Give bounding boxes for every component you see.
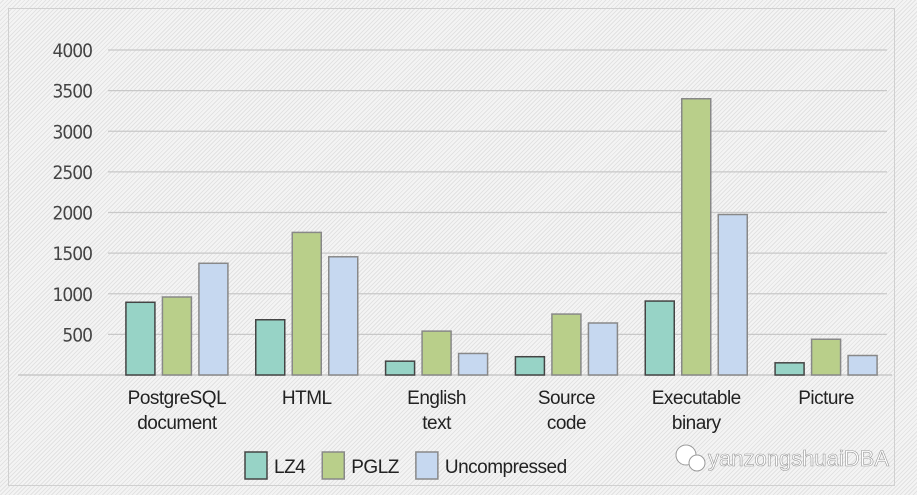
y-tick-label: 1000 xyxy=(53,284,93,306)
y-tick-label: 3000 xyxy=(53,121,93,143)
bar-uncompressed xyxy=(328,256,359,376)
x-tick-label: Picture xyxy=(798,388,854,409)
x-tick-label: document xyxy=(137,413,218,434)
legend-swatch-uncompressed xyxy=(415,451,439,480)
bar-pglz xyxy=(810,338,842,376)
wechat-icon-bubble xyxy=(688,454,706,472)
x-tick-label: binary xyxy=(672,413,722,434)
x-tick-label: HTML xyxy=(282,388,332,409)
legend-swatch-pglz xyxy=(321,451,345,480)
y-tick-label: 2500 xyxy=(53,162,93,184)
watermark-text: yanzongshuaiDBA xyxy=(708,446,889,471)
x-tick-label: Executable xyxy=(652,388,741,409)
bar-lz4 xyxy=(514,355,546,376)
legend-label: PGLZ xyxy=(351,457,400,478)
y-tick-label: 1500 xyxy=(53,243,93,265)
bar-pglz xyxy=(291,231,322,376)
bar-uncompressed xyxy=(587,322,619,376)
legend-swatch-lz4 xyxy=(244,451,268,480)
bar-lz4 xyxy=(774,362,805,376)
bar-pglz xyxy=(421,330,452,376)
y-tick-label: 2000 xyxy=(53,203,93,225)
bar-pglz xyxy=(681,98,712,376)
x-tick-label: code xyxy=(547,413,586,434)
y-tick-label: 4000 xyxy=(53,40,93,62)
x-tick-label: English xyxy=(407,388,466,409)
bar-pglz xyxy=(161,296,193,376)
bar-lz4 xyxy=(255,319,286,376)
legend-label: Uncompressed xyxy=(445,457,567,478)
legend-label: LZ4 xyxy=(274,457,306,478)
bar-uncompressed xyxy=(457,352,489,376)
x-tick-label: PostgreSQL xyxy=(128,388,227,409)
x-tick-label: Source xyxy=(538,388,595,409)
bar-uncompressed xyxy=(198,262,229,376)
bar-uncompressed xyxy=(717,213,748,376)
bar-pglz xyxy=(551,313,582,376)
chart-frame xyxy=(8,8,895,486)
bar-uncompressed xyxy=(847,354,878,376)
bar-lz4 xyxy=(384,360,416,376)
x-tick-label: text xyxy=(422,413,452,434)
y-tick-label: 500 xyxy=(62,324,92,346)
y-tick-label: 3500 xyxy=(53,81,93,103)
bar-lz4 xyxy=(644,300,675,376)
bar-lz4 xyxy=(125,301,156,376)
